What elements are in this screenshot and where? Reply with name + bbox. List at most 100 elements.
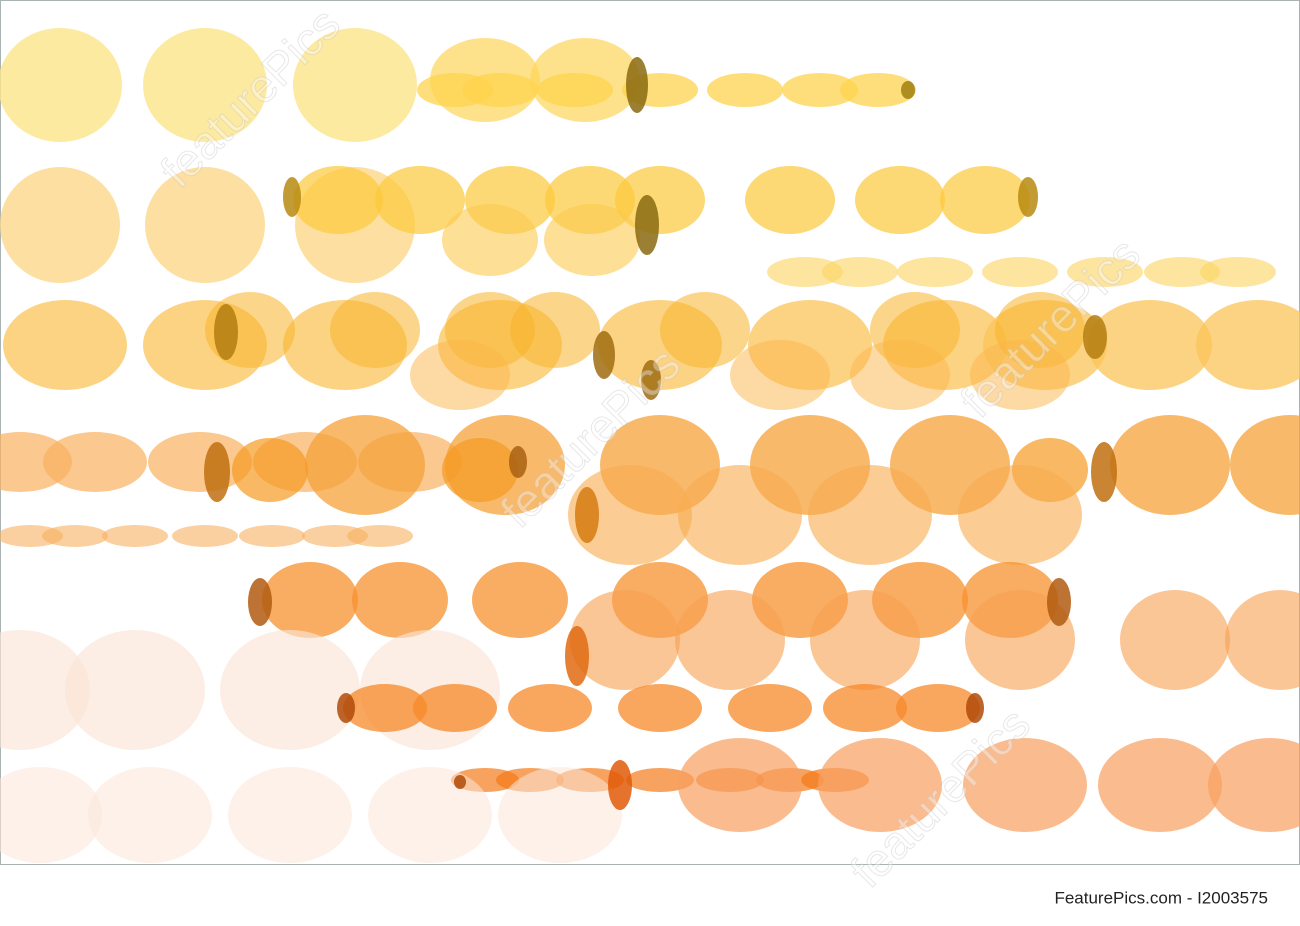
ellipse xyxy=(822,257,898,287)
ellipse xyxy=(0,767,102,863)
ellipse xyxy=(608,760,632,810)
ellipse-pattern xyxy=(0,28,1300,863)
ellipse xyxy=(0,28,122,142)
ellipse xyxy=(1196,300,1300,390)
ellipse xyxy=(413,684,497,732)
ellipse xyxy=(248,578,272,626)
ellipse xyxy=(626,768,694,792)
ellipse xyxy=(293,166,383,234)
ellipse xyxy=(454,775,466,789)
ellipse xyxy=(472,562,568,638)
ellipse xyxy=(897,257,973,287)
ellipse xyxy=(678,738,802,832)
ellipse xyxy=(544,204,640,276)
ellipse xyxy=(228,767,352,863)
ellipse xyxy=(375,166,465,234)
ellipse xyxy=(347,525,413,547)
ellipse xyxy=(823,684,907,732)
ellipse xyxy=(462,73,538,107)
ellipse xyxy=(0,630,90,750)
ellipse xyxy=(1018,177,1038,217)
ellipse xyxy=(537,73,613,107)
ellipse xyxy=(1091,442,1117,502)
ellipse xyxy=(239,525,305,547)
footer-credit: FeaturePics.com - I2003575 xyxy=(1054,888,1268,907)
ellipse xyxy=(565,626,589,686)
ellipse xyxy=(660,292,750,368)
ellipse xyxy=(745,166,835,234)
ellipse xyxy=(840,73,916,107)
ellipse xyxy=(145,167,265,283)
ellipse xyxy=(442,204,538,276)
ellipse xyxy=(65,630,205,750)
ellipse xyxy=(204,442,230,502)
ellipse xyxy=(508,684,592,732)
ellipse xyxy=(0,167,120,283)
ellipse xyxy=(678,465,802,565)
ellipse xyxy=(641,360,661,400)
ellipse xyxy=(1230,415,1300,515)
ellipse xyxy=(818,738,942,832)
ellipse xyxy=(352,562,448,638)
ellipse xyxy=(966,693,984,723)
ellipse xyxy=(635,195,659,255)
ellipse xyxy=(337,693,355,723)
ellipse xyxy=(220,630,360,750)
ellipse xyxy=(728,684,812,732)
ellipse xyxy=(767,257,843,287)
ellipse xyxy=(410,340,510,410)
ellipse xyxy=(1067,257,1143,287)
ellipse xyxy=(214,304,238,360)
ellipse xyxy=(901,81,915,99)
ellipse xyxy=(1083,315,1107,359)
ellipse xyxy=(143,28,267,142)
ellipse xyxy=(730,340,830,410)
ellipse xyxy=(940,166,1030,234)
ellipse xyxy=(593,331,615,379)
ellipse xyxy=(675,590,785,690)
ellipse xyxy=(782,73,858,107)
ellipse xyxy=(510,292,600,368)
ellipse xyxy=(850,340,950,410)
ellipse xyxy=(498,767,622,863)
ellipse xyxy=(442,438,518,502)
ellipse xyxy=(1208,738,1300,832)
ellipse xyxy=(970,340,1070,410)
ellipse xyxy=(343,684,427,732)
ellipse xyxy=(982,257,1058,287)
ellipse xyxy=(626,57,648,113)
ellipse xyxy=(88,767,212,863)
ellipse xyxy=(1098,738,1222,832)
ellipse xyxy=(1225,590,1300,690)
ellipse xyxy=(262,562,358,638)
ellipse xyxy=(808,465,932,565)
ellipse xyxy=(570,590,680,690)
ellipse xyxy=(810,590,920,690)
ellipse xyxy=(958,465,1082,565)
ellipse xyxy=(305,415,425,515)
ellipse xyxy=(3,300,127,390)
ellipse xyxy=(283,177,301,217)
ellipse xyxy=(963,738,1087,832)
ellipse xyxy=(232,438,308,502)
ellipse xyxy=(293,28,417,142)
ellipse xyxy=(855,166,945,234)
ellipse xyxy=(42,525,108,547)
ellipse xyxy=(1120,590,1230,690)
ellipse xyxy=(1088,300,1212,390)
ellipse xyxy=(1047,578,1071,626)
ellipse xyxy=(509,446,527,478)
ellipse xyxy=(965,590,1075,690)
ellipse xyxy=(568,465,692,565)
ellipse xyxy=(1110,415,1230,515)
ellipse xyxy=(102,525,168,547)
ellipse xyxy=(896,684,980,732)
ellipse xyxy=(330,292,420,368)
ellipse xyxy=(575,487,599,543)
ellipse xyxy=(43,432,147,492)
ellipse xyxy=(707,73,783,107)
ellipse xyxy=(172,525,238,547)
ellipse xyxy=(1200,257,1276,287)
